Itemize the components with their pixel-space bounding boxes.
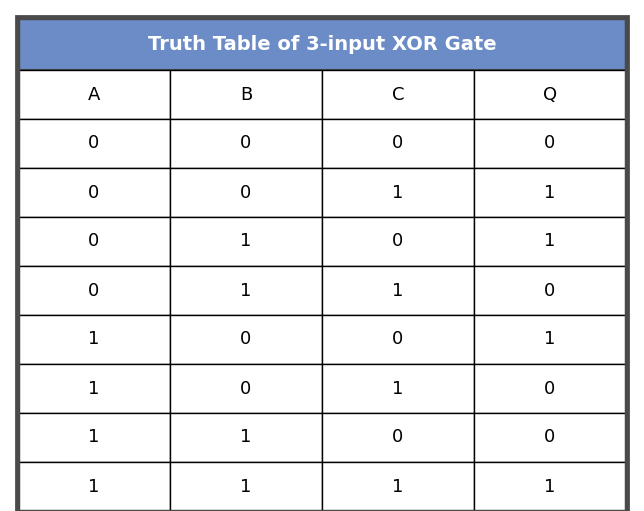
Bar bbox=[322, 266, 474, 315]
Text: 1: 1 bbox=[544, 331, 556, 349]
Bar bbox=[474, 315, 626, 364]
Text: 1: 1 bbox=[392, 477, 404, 496]
Bar bbox=[18, 266, 170, 315]
Text: 0: 0 bbox=[392, 429, 404, 447]
Bar bbox=[170, 168, 322, 217]
Bar bbox=[322, 217, 474, 266]
Bar bbox=[18, 217, 170, 266]
Text: 0: 0 bbox=[544, 282, 556, 299]
Text: 1: 1 bbox=[392, 282, 404, 299]
Bar bbox=[18, 364, 170, 413]
Bar bbox=[170, 70, 322, 119]
Text: 0: 0 bbox=[88, 233, 100, 250]
Bar bbox=[474, 70, 626, 119]
Bar bbox=[322, 70, 474, 119]
Text: 0: 0 bbox=[240, 183, 252, 201]
Bar bbox=[322, 168, 474, 217]
Text: C: C bbox=[392, 85, 404, 104]
Text: 1: 1 bbox=[392, 380, 404, 398]
Bar bbox=[170, 266, 322, 315]
Text: 1: 1 bbox=[240, 429, 252, 447]
Bar bbox=[474, 168, 626, 217]
Text: 0: 0 bbox=[544, 380, 556, 398]
Text: 1: 1 bbox=[240, 282, 252, 299]
Text: 1: 1 bbox=[88, 380, 100, 398]
Text: 1: 1 bbox=[240, 233, 252, 250]
Bar bbox=[322, 364, 474, 413]
Bar bbox=[322, 315, 474, 364]
Bar bbox=[18, 462, 170, 511]
Bar bbox=[474, 413, 626, 462]
Bar bbox=[18, 18, 626, 70]
Text: 0: 0 bbox=[240, 331, 252, 349]
Bar bbox=[18, 70, 170, 119]
Bar bbox=[322, 119, 474, 168]
Text: 0: 0 bbox=[88, 282, 100, 299]
Text: 0: 0 bbox=[392, 331, 404, 349]
Text: 1: 1 bbox=[240, 477, 252, 496]
Bar bbox=[474, 364, 626, 413]
Bar bbox=[18, 413, 170, 462]
Text: 1: 1 bbox=[88, 429, 100, 447]
Bar bbox=[322, 462, 474, 511]
Text: B: B bbox=[240, 85, 252, 104]
Bar bbox=[170, 217, 322, 266]
Bar bbox=[18, 168, 170, 217]
Text: 1: 1 bbox=[544, 233, 556, 250]
Bar bbox=[18, 315, 170, 364]
Text: 1: 1 bbox=[392, 183, 404, 201]
Text: 0: 0 bbox=[544, 429, 556, 447]
Bar bbox=[170, 462, 322, 511]
Bar bbox=[474, 266, 626, 315]
Text: A: A bbox=[88, 85, 100, 104]
Bar bbox=[474, 119, 626, 168]
Bar bbox=[322, 413, 474, 462]
Text: 0: 0 bbox=[392, 134, 404, 152]
Text: 0: 0 bbox=[544, 134, 556, 152]
Text: 0: 0 bbox=[240, 380, 252, 398]
Text: 1: 1 bbox=[88, 477, 100, 496]
Text: Truth Table of 3-input XOR Gate: Truth Table of 3-input XOR Gate bbox=[147, 35, 497, 54]
Text: 0: 0 bbox=[88, 183, 100, 201]
Bar bbox=[474, 217, 626, 266]
Bar bbox=[18, 119, 170, 168]
Text: 1: 1 bbox=[88, 331, 100, 349]
Text: 1: 1 bbox=[544, 183, 556, 201]
Bar bbox=[474, 462, 626, 511]
Text: 0: 0 bbox=[88, 134, 100, 152]
Text: 1: 1 bbox=[544, 477, 556, 496]
Bar bbox=[170, 364, 322, 413]
Bar bbox=[170, 413, 322, 462]
Text: Q: Q bbox=[543, 85, 557, 104]
Bar bbox=[170, 315, 322, 364]
Text: 0: 0 bbox=[392, 233, 404, 250]
Text: 0: 0 bbox=[240, 134, 252, 152]
Bar bbox=[170, 119, 322, 168]
